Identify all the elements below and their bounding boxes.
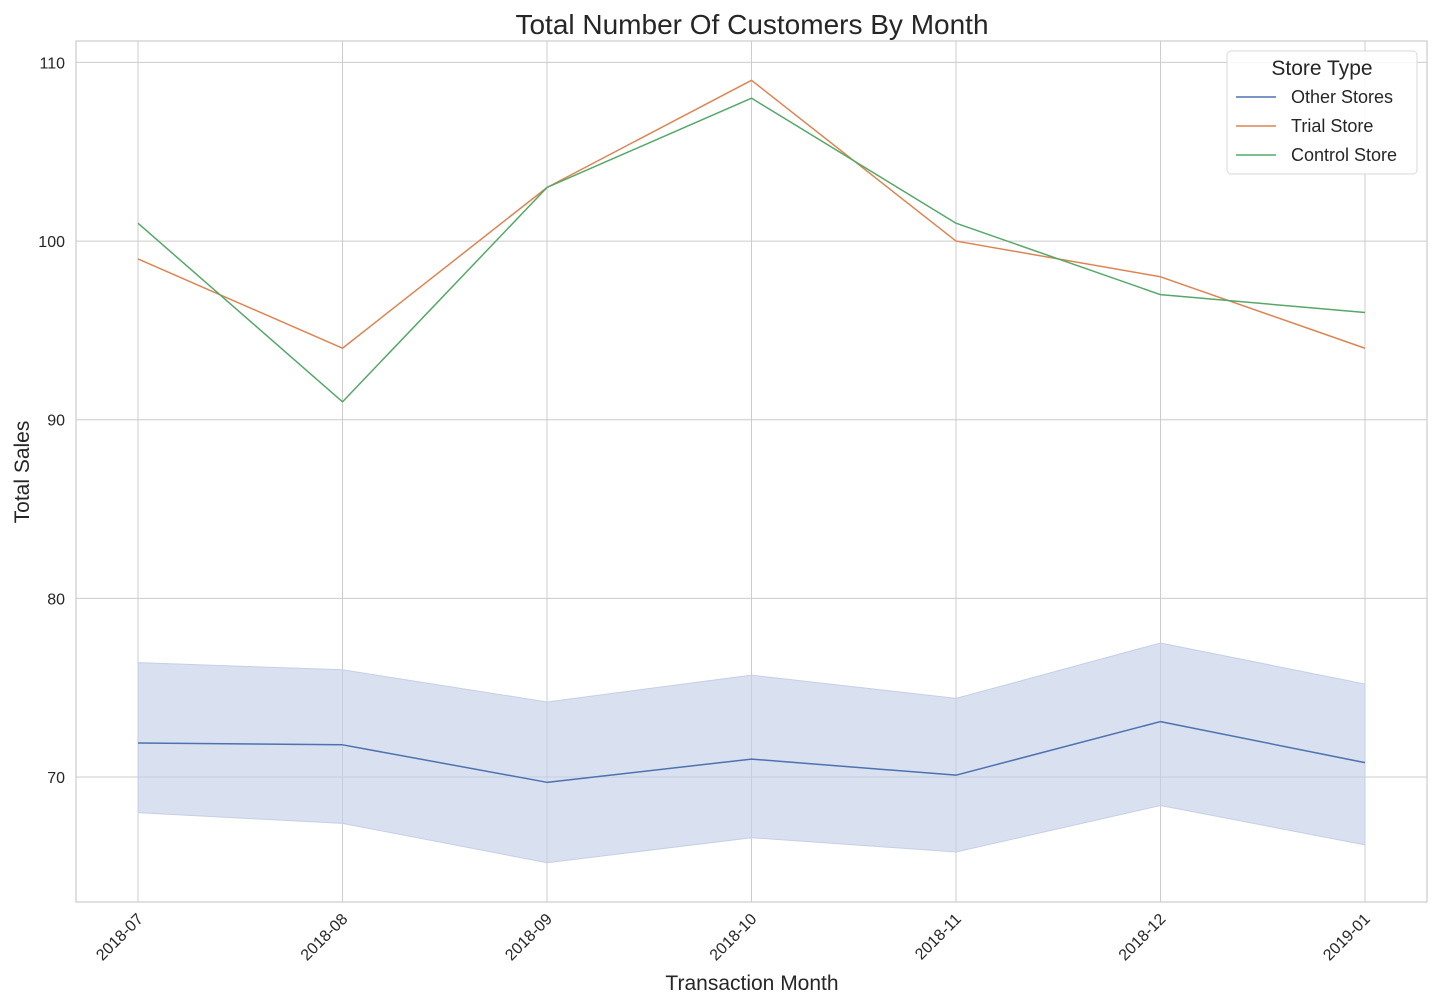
- y-tick-label: 80: [47, 591, 65, 608]
- y-axis-ticks: 70 80 90 100 110: [38, 55, 65, 787]
- y-tick-label: 90: [47, 413, 65, 430]
- legend-label-trial-store: Trial Store: [1291, 116, 1373, 136]
- chart-title: Total Number Of Customers By Month: [515, 9, 988, 40]
- other-stores-line: [137, 720, 1366, 784]
- plot-frame: [75, 40, 1428, 903]
- x-tick-label: 2018-11: [912, 911, 965, 964]
- x-axis-ticks: 2018-07 2018-08 2018-09 2018-10 2018-11 2018-…: [93, 911, 1374, 965]
- trial-store-line: [137, 79, 1366, 349]
- y-tick-label: 110: [39, 55, 65, 72]
- x-axis-label: Transaction Month: [665, 972, 838, 995]
- y-axis-label: Total Sales: [11, 421, 34, 524]
- x-tick-label: 2018-12: [1116, 911, 1170, 965]
- x-tick-label: 2018-08: [298, 911, 352, 965]
- x-tick-label: 2018-09: [502, 911, 556, 965]
- legend: Store Type Other Stores Trial Store Contro…: [1226, 50, 1418, 175]
- legend-box: [1226, 50, 1418, 175]
- x-tick-label: 2019-01: [1320, 911, 1374, 965]
- control-store-line: [137, 97, 1366, 403]
- y-tick-label: 70: [47, 770, 65, 787]
- legend-label-other-stores: Other Stores: [1291, 87, 1393, 107]
- series-lines: [137, 79, 1366, 784]
- x-tick-label: 2018-07: [93, 911, 147, 965]
- other-stores-confidence-band: [137, 642, 1366, 864]
- legend-entries: Other Stores Trial Store Control Store: [1236, 87, 1397, 165]
- confidence-bands: [137, 642, 1366, 864]
- legend-label-control-store: Control Store: [1291, 145, 1397, 165]
- legend-title: Store Type: [1271, 57, 1372, 80]
- y-tick-label: 100: [38, 234, 65, 251]
- x-tick-label: 2018-10: [707, 911, 761, 965]
